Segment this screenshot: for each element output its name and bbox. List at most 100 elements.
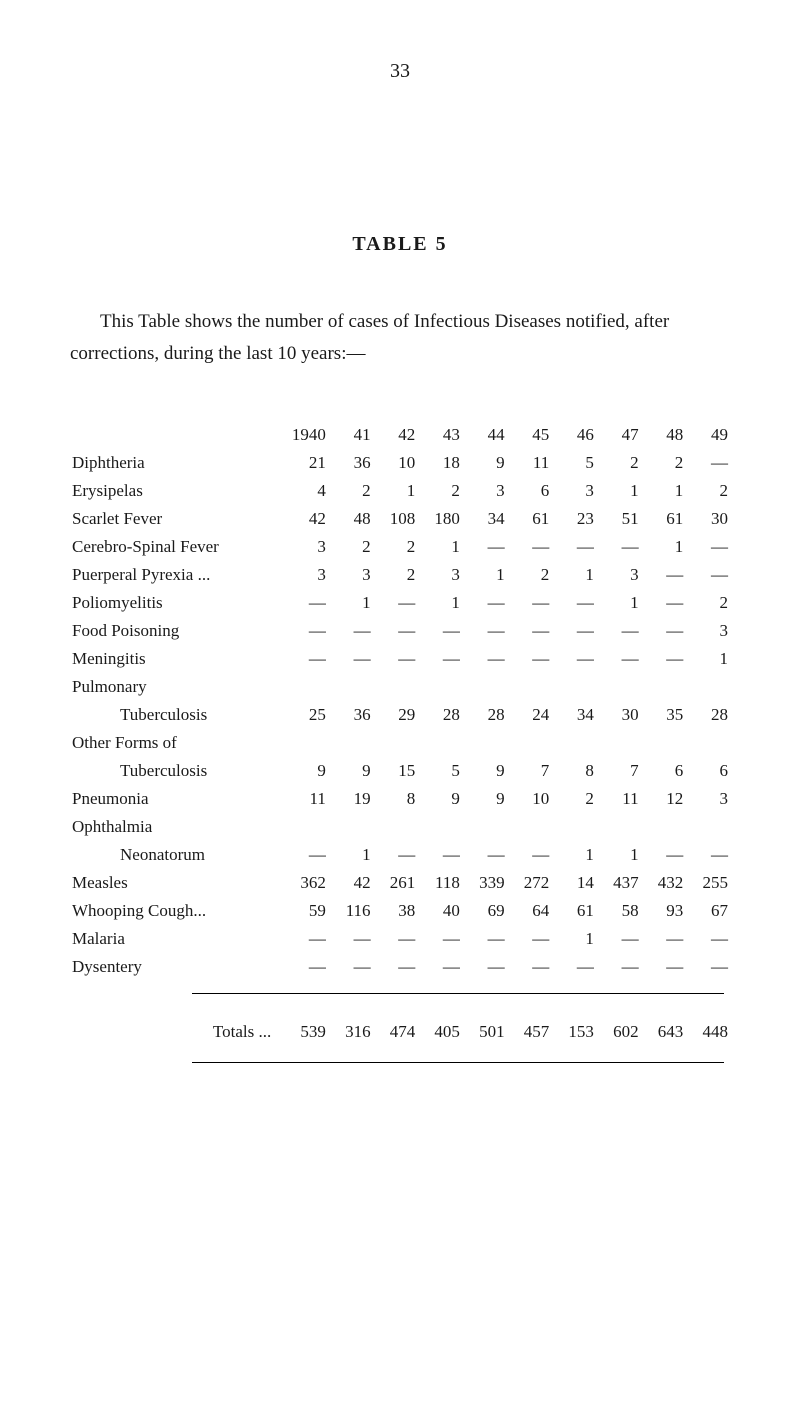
table-row: Scarlet Fever4248108180346123516130 bbox=[70, 505, 730, 533]
data-cell: 1 bbox=[596, 589, 641, 617]
data-cell bbox=[462, 813, 507, 841]
data-cell: — bbox=[596, 533, 641, 561]
data-cell: 1 bbox=[417, 589, 462, 617]
data-cell: — bbox=[685, 533, 730, 561]
data-cell: — bbox=[462, 617, 507, 645]
data-cell: — bbox=[641, 925, 686, 953]
totals-cell: 474 bbox=[373, 1006, 418, 1046]
data-cell: 9 bbox=[462, 757, 507, 785]
data-cell: — bbox=[417, 617, 462, 645]
data-cell: — bbox=[462, 925, 507, 953]
totals-cell: 405 bbox=[417, 1006, 462, 1046]
divider-row bbox=[70, 1046, 730, 1075]
data-cell: 118 bbox=[417, 869, 462, 897]
data-cell: 9 bbox=[462, 785, 507, 813]
data-cell: 3 bbox=[417, 561, 462, 589]
data-cell: 64 bbox=[507, 897, 552, 925]
data-cell bbox=[328, 729, 373, 757]
data-cell: 59 bbox=[283, 897, 328, 925]
data-cell: 93 bbox=[641, 897, 686, 925]
data-cell: 11 bbox=[596, 785, 641, 813]
data-cell: 58 bbox=[596, 897, 641, 925]
data-cell bbox=[283, 673, 328, 701]
data-cell: — bbox=[551, 589, 596, 617]
data-cell: 23 bbox=[551, 505, 596, 533]
data-cell: 1 bbox=[596, 477, 641, 505]
totals-row: Totals ...539316474405501457153602643448 bbox=[70, 1006, 730, 1046]
year-header: 45 bbox=[507, 421, 552, 449]
data-cell: 35 bbox=[641, 701, 686, 729]
data-cell bbox=[641, 813, 686, 841]
data-cell: 36 bbox=[328, 449, 373, 477]
data-cell: 5 bbox=[551, 449, 596, 477]
data-cell: 61 bbox=[641, 505, 686, 533]
data-cell bbox=[328, 673, 373, 701]
data-cell: — bbox=[507, 589, 552, 617]
row-label: Puerperal Pyrexia ... bbox=[70, 561, 283, 589]
data-cell: — bbox=[462, 841, 507, 869]
data-cell: — bbox=[417, 645, 462, 673]
data-cell: — bbox=[373, 841, 418, 869]
data-cell bbox=[462, 729, 507, 757]
data-cell: — bbox=[373, 589, 418, 617]
data-cell: 18 bbox=[417, 449, 462, 477]
data-cell: 12 bbox=[641, 785, 686, 813]
table-row: Pulmonary bbox=[70, 673, 730, 701]
data-cell bbox=[417, 813, 462, 841]
data-cell bbox=[507, 813, 552, 841]
data-cell: 40 bbox=[417, 897, 462, 925]
data-cell: — bbox=[373, 617, 418, 645]
data-cell: 34 bbox=[462, 505, 507, 533]
data-cell: 180 bbox=[417, 505, 462, 533]
totals-cell: 539 bbox=[283, 1006, 328, 1046]
data-cell: 1 bbox=[685, 645, 730, 673]
data-cell: — bbox=[373, 953, 418, 981]
table-row: Food Poisoning—————————3 bbox=[70, 617, 730, 645]
year-header: 44 bbox=[462, 421, 507, 449]
data-cell: — bbox=[373, 925, 418, 953]
data-cell: 3 bbox=[283, 533, 328, 561]
data-cell: 2 bbox=[596, 449, 641, 477]
row-label: Whooping Cough... bbox=[70, 897, 283, 925]
data-cell: — bbox=[507, 645, 552, 673]
data-cell: — bbox=[551, 953, 596, 981]
data-cell: 362 bbox=[283, 869, 328, 897]
data-cell: 7 bbox=[507, 757, 552, 785]
data-cell: 2 bbox=[641, 449, 686, 477]
data-cell: — bbox=[507, 925, 552, 953]
data-cell: 5 bbox=[417, 757, 462, 785]
data-cell: 1 bbox=[328, 589, 373, 617]
data-cell bbox=[596, 673, 641, 701]
table-row: Tuberculosis25362928282434303528 bbox=[70, 701, 730, 729]
row-label: Meningitis bbox=[70, 645, 283, 673]
data-cell: 67 bbox=[685, 897, 730, 925]
data-cell: 36 bbox=[328, 701, 373, 729]
data-cell: — bbox=[596, 617, 641, 645]
data-cell: 6 bbox=[685, 757, 730, 785]
data-cell: — bbox=[507, 533, 552, 561]
data-cell: 2 bbox=[685, 589, 730, 617]
data-cell: — bbox=[596, 645, 641, 673]
data-cell: 1 bbox=[328, 841, 373, 869]
data-cell: 1 bbox=[462, 561, 507, 589]
data-cell: — bbox=[328, 953, 373, 981]
table-row: Measles3624226111833927214437432255 bbox=[70, 869, 730, 897]
data-cell: — bbox=[283, 645, 328, 673]
data-cell: 2 bbox=[551, 785, 596, 813]
data-cell: — bbox=[328, 925, 373, 953]
data-cell bbox=[283, 813, 328, 841]
year-header: 48 bbox=[641, 421, 686, 449]
data-cell: 42 bbox=[283, 505, 328, 533]
data-cell: 1 bbox=[417, 533, 462, 561]
data-cell: 8 bbox=[373, 785, 418, 813]
divider-row bbox=[70, 981, 730, 1006]
totals-cell: 643 bbox=[641, 1006, 686, 1046]
data-cell: — bbox=[507, 953, 552, 981]
data-cell: — bbox=[283, 841, 328, 869]
row-label: Diphtheria bbox=[70, 449, 283, 477]
row-label: Poliomyelitis bbox=[70, 589, 283, 617]
data-cell: 9 bbox=[417, 785, 462, 813]
totals-cell: 501 bbox=[462, 1006, 507, 1046]
table-row: Erysipelas4212363112 bbox=[70, 477, 730, 505]
table-row: Whooping Cough...591163840696461589367 bbox=[70, 897, 730, 925]
